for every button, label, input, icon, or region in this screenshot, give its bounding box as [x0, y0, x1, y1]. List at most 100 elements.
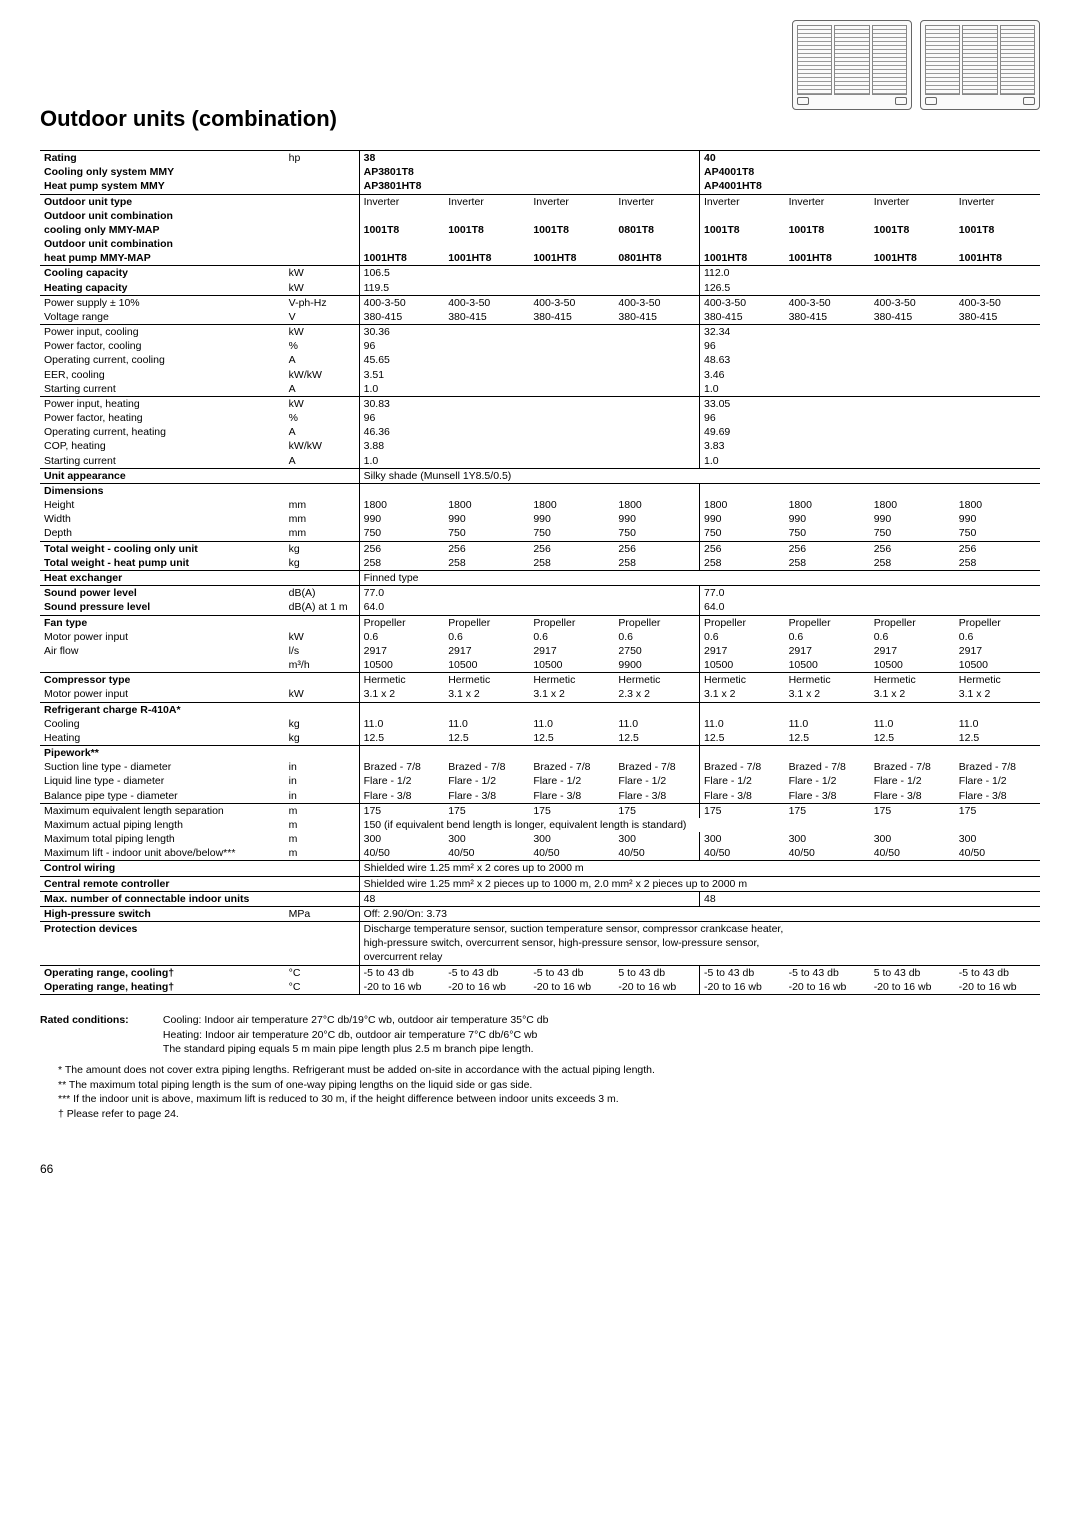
row-value: -5 to 43 db: [785, 965, 870, 980]
row-unit: mm: [285, 512, 359, 526]
row-value: -20 to 16 wb: [529, 980, 614, 995]
row-unit: [285, 483, 359, 498]
row-value: Flare - 3/8: [614, 789, 699, 804]
table-row: Heightmm18001800180018001800180018001800: [40, 498, 1040, 512]
row-value: 11.0: [785, 717, 870, 731]
row-label: Power factor, cooling: [40, 339, 285, 353]
row-value: 175: [955, 803, 1040, 818]
row-label: Starting current: [40, 454, 285, 469]
row-value: 258: [955, 556, 1040, 571]
row-value: [614, 339, 699, 353]
row-full-value: Silky shade (Munsell 1Y8.5/0.5): [359, 468, 1040, 483]
rated-conditions-text: Cooling: Indoor air temperature 27°C db/…: [163, 1013, 549, 1057]
row-value: Propeller: [444, 615, 529, 630]
row-value: 380-415: [700, 310, 785, 325]
row-value: [614, 396, 699, 411]
row-value: 256: [955, 541, 1040, 556]
row-value: 1800: [614, 498, 699, 512]
row-value: 49.69: [700, 425, 785, 439]
row-value: 40/50: [700, 846, 785, 861]
row-value: 380-415: [529, 310, 614, 325]
row-value: [870, 325, 955, 340]
row-value: 119.5: [359, 281, 444, 296]
row-value: 258: [359, 556, 444, 571]
row-value: [955, 368, 1040, 382]
table-row: Power supply ± 10%V-ph-Hz400-3-50400-3-5…: [40, 295, 1040, 310]
row-value: 256: [529, 541, 614, 556]
table-row: Outdoor unit typeInverterInverterInverte…: [40, 194, 1040, 209]
row-value: -20 to 16 wb: [870, 980, 955, 995]
table-row: Sound pressure leveldB(A) at 1 m64.064.0: [40, 600, 1040, 615]
row-value: 9900: [614, 658, 699, 673]
row-value: 2917: [359, 644, 444, 658]
row-value: [614, 425, 699, 439]
row-label: Heat pump system MMY: [40, 179, 285, 194]
row-value: [955, 702, 1040, 717]
row-value: [785, 891, 870, 906]
row-value: [529, 454, 614, 469]
row-value: Propeller: [359, 615, 444, 630]
row-value: [870, 439, 955, 453]
row-value: 300: [529, 832, 614, 846]
table-row: Operating current, coolingA45.6548.63: [40, 353, 1040, 367]
row-value: -20 to 16 wb: [444, 980, 529, 995]
row-unit: A: [285, 382, 359, 397]
row-value: Flare - 3/8: [785, 789, 870, 804]
row-value: Hermetic: [529, 673, 614, 688]
row-value: [785, 600, 870, 615]
row-value: 1001T8: [359, 223, 444, 237]
row-value: [444, 325, 529, 340]
row-value: Propeller: [785, 615, 870, 630]
row-label: Cooling: [40, 717, 285, 731]
table-row: Unit appearanceSilky shade (Munsell 1Y8.…: [40, 468, 1040, 483]
row-label: [40, 936, 285, 950]
row-group-value: AP4001HT8: [700, 179, 1041, 194]
row-value: [870, 209, 955, 223]
row-value: [785, 237, 870, 251]
row-value: 300: [359, 832, 444, 846]
row-value: 750: [614, 526, 699, 541]
row-value: 5 to 43 db: [870, 965, 955, 980]
row-value: Brazed - 7/8: [785, 760, 870, 774]
row-value: 11.0: [529, 717, 614, 731]
row-value: -20 to 16 wb: [955, 980, 1040, 995]
row-value: 64.0: [359, 600, 444, 615]
row-unit: m³/h: [285, 658, 359, 673]
row-label: Outdoor unit type: [40, 194, 285, 209]
table-row: Liquid line type - diameterinFlare - 1/2…: [40, 774, 1040, 788]
row-unit: mm: [285, 526, 359, 541]
row-unit: °C: [285, 980, 359, 995]
row-value: -20 to 16 wb: [359, 980, 444, 995]
row-value: 0.6: [529, 630, 614, 644]
row-value: 1001T8: [785, 223, 870, 237]
row-value: [444, 237, 529, 251]
row-value: Inverter: [359, 194, 444, 209]
row-value: [700, 237, 785, 251]
row-label: Heat exchanger: [40, 570, 285, 585]
row-value: [785, 325, 870, 340]
row-value: Hermetic: [700, 673, 785, 688]
row-value: [359, 746, 444, 761]
table-row: Depthmm750750750750750750750750: [40, 526, 1040, 541]
row-value: [785, 396, 870, 411]
row-value: [955, 237, 1040, 251]
table-row: Operating range, heating†°C-20 to 16 wb-…: [40, 980, 1040, 995]
table-row: high-pressure switch, overcurrent sensor…: [40, 936, 1040, 950]
table-row: Heating capacitykW119.5126.5: [40, 281, 1040, 296]
row-value: [444, 454, 529, 469]
rated-conditions-line: The standard piping equals 5 m main pipe…: [163, 1042, 549, 1057]
row-label: Power input, cooling: [40, 325, 285, 340]
row-full-value: overcurrent relay: [359, 950, 1040, 965]
row-value: 2917: [444, 644, 529, 658]
row-label: [40, 658, 285, 673]
row-value: 300: [614, 832, 699, 846]
row-value: 1001HT8: [870, 251, 955, 266]
row-value: 1.0: [359, 454, 444, 469]
row-value: 10500: [955, 658, 1040, 673]
table-row: Heat pump system MMYAP3801HT8AP4001HT8: [40, 179, 1040, 194]
row-value: 750: [700, 526, 785, 541]
row-value: 990: [614, 512, 699, 526]
row-value: 10500: [529, 658, 614, 673]
row-value: 30.83: [359, 396, 444, 411]
row-unit: [285, 468, 359, 483]
